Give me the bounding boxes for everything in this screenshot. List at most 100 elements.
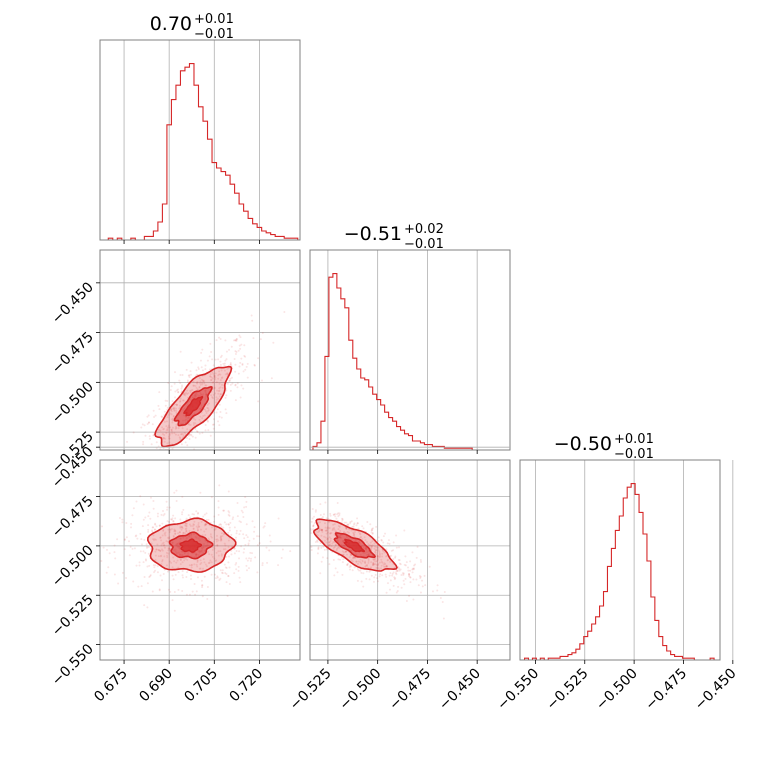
sample-point	[170, 410, 173, 413]
sample-point	[164, 404, 167, 407]
sample-point	[175, 489, 178, 492]
sample-point	[135, 534, 138, 537]
sample-point	[317, 547, 320, 550]
sample-point	[172, 578, 175, 581]
sample-point	[333, 513, 336, 516]
sample-point	[307, 517, 309, 519]
sample-point	[414, 563, 417, 566]
joint-panel-3	[295, 446, 511, 661]
x-axis-1: 0.675 0.690 0.705 0.720	[91, 660, 266, 705]
sample-point	[195, 563, 198, 566]
sample-point	[239, 347, 242, 350]
sample-point	[303, 503, 305, 505]
sample-point	[166, 520, 169, 523]
sample-point	[113, 551, 116, 554]
sample-point	[150, 542, 153, 545]
sample-point	[228, 379, 231, 382]
sample-point	[411, 571, 414, 574]
sample-point	[395, 534, 398, 537]
sample-point	[253, 526, 256, 529]
sample-point	[154, 569, 157, 572]
sample-point	[203, 414, 206, 417]
sample-point	[329, 537, 332, 540]
sample-point	[386, 542, 389, 545]
sample-point	[332, 559, 335, 562]
sample-point	[225, 358, 228, 361]
sample-point	[364, 564, 367, 567]
sample-point	[217, 392, 220, 395]
sample-point	[214, 378, 217, 381]
sample-point	[151, 530, 154, 533]
sample-point	[212, 364, 215, 367]
sample-point	[431, 590, 434, 593]
sample-point	[154, 414, 157, 417]
sample-point	[159, 549, 162, 552]
sample-point	[173, 409, 176, 412]
sample-point	[364, 565, 367, 568]
sample-point	[326, 537, 329, 540]
sample-point	[143, 424, 146, 427]
sample-point	[337, 528, 340, 531]
sample-point	[161, 534, 164, 537]
sample-point	[173, 382, 176, 385]
sample-point	[176, 403, 179, 406]
sample-point	[256, 571, 259, 574]
sample-point	[172, 520, 175, 523]
sample-point	[314, 509, 317, 512]
sample-point	[331, 542, 334, 545]
sample-point	[169, 529, 172, 532]
sample-point	[344, 550, 347, 553]
x-tick-label: −0.500	[593, 666, 641, 714]
sample-point	[248, 539, 251, 542]
sample-point	[157, 462, 159, 464]
sample-point	[224, 373, 227, 376]
sample-point	[295, 524, 297, 526]
sample-point	[377, 563, 380, 566]
sample-point	[400, 586, 403, 589]
sample-point	[181, 427, 184, 430]
sample-point	[297, 521, 299, 523]
sample-point	[357, 562, 360, 565]
sample-point	[233, 339, 236, 342]
sample-point	[170, 430, 173, 433]
sample-point	[188, 593, 191, 596]
sample-point	[385, 565, 388, 568]
sample-point	[162, 514, 165, 517]
sample-point	[150, 465, 152, 467]
sample-point	[382, 541, 385, 544]
sample-point	[366, 565, 369, 568]
sample-point	[360, 571, 363, 574]
sample-point	[146, 423, 149, 426]
sample-point	[241, 511, 244, 514]
sample-point	[325, 541, 328, 544]
sample-point	[374, 573, 377, 576]
sample-point	[408, 594, 411, 597]
sample-point	[208, 561, 211, 564]
sample-point	[152, 434, 155, 437]
sample-point	[384, 573, 387, 576]
sample-point	[408, 572, 411, 575]
sample-point	[185, 391, 188, 394]
sample-point	[220, 537, 223, 540]
sample-point	[218, 373, 221, 376]
sample-point	[202, 558, 205, 561]
sample-point	[154, 479, 156, 481]
sample-point	[140, 543, 143, 546]
sample-point	[161, 549, 164, 552]
sample-point	[424, 584, 427, 587]
sample-point	[359, 533, 362, 536]
sample-point	[333, 546, 336, 549]
sample-point	[226, 372, 229, 375]
sample-point	[144, 516, 147, 519]
sample-point	[168, 530, 171, 533]
sample-point	[383, 565, 386, 568]
sample-point	[200, 366, 203, 369]
sample-point	[172, 407, 175, 410]
sample-point	[240, 384, 243, 387]
sample-point	[297, 501, 299, 503]
sample-point	[152, 499, 155, 502]
sample-point	[419, 558, 422, 561]
sample-point	[108, 473, 110, 475]
sample-point	[117, 582, 120, 585]
sample-point	[376, 555, 379, 558]
